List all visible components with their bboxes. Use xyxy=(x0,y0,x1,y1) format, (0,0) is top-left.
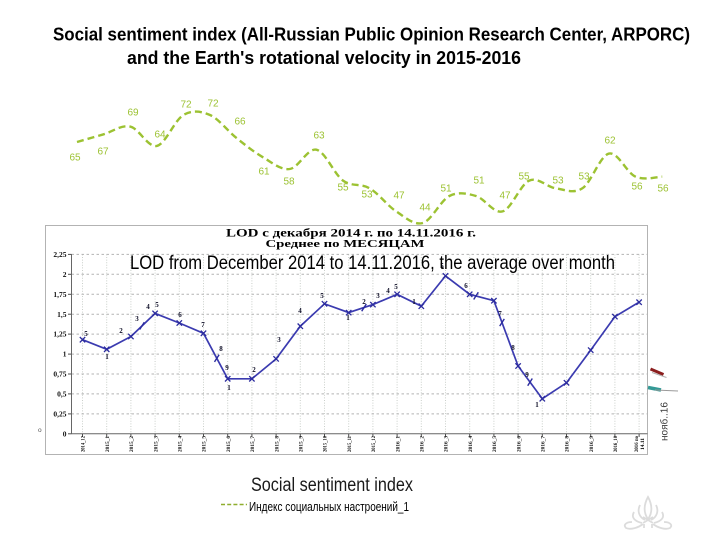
svg-text:51: 51 xyxy=(473,176,485,187)
svg-text:58: 58 xyxy=(283,177,295,188)
svg-text:2015_12: 2015_12 xyxy=(371,436,377,452)
svg-text:1,75: 1,75 xyxy=(53,290,66,299)
svg-text:2016_4: 2016_4 xyxy=(468,436,474,452)
svg-text:2015_2: 2015_2 xyxy=(129,436,135,452)
svg-text:53: 53 xyxy=(552,176,564,187)
svg-text:1,25: 1,25 xyxy=(53,330,66,339)
svg-text:2016_7: 2016_7 xyxy=(541,436,547,452)
svg-text:2015_4: 2015_4 xyxy=(178,436,184,452)
svg-text:0,25: 0,25 xyxy=(53,410,66,419)
svg-text:2016_5: 2016_5 xyxy=(492,436,498,452)
svg-text:8: 8 xyxy=(511,344,515,352)
svg-text:7: 7 xyxy=(201,321,205,329)
svg-text:2014_12: 2014_12 xyxy=(81,436,87,452)
svg-text:4: 4 xyxy=(146,303,150,311)
svg-text:2: 2 xyxy=(362,298,366,306)
svg-text:Social sentiment index: Social sentiment index xyxy=(251,475,413,496)
svg-text:72: 72 xyxy=(180,100,192,111)
svg-text:69: 69 xyxy=(127,108,139,119)
svg-text:3: 3 xyxy=(277,336,281,344)
svg-text:6: 6 xyxy=(464,282,468,290)
svg-text:9: 9 xyxy=(225,364,229,372)
svg-text:67: 67 xyxy=(97,147,109,158)
svg-text:53: 53 xyxy=(578,172,590,183)
svg-text:72: 72 xyxy=(207,99,219,110)
svg-text:1,5: 1,5 xyxy=(57,310,67,319)
svg-text:2015_3: 2015_3 xyxy=(153,436,159,452)
svg-text:1: 1 xyxy=(535,401,539,409)
svg-text:o: o xyxy=(38,427,42,434)
svg-text:5: 5 xyxy=(84,330,88,338)
svg-text:and the Earth's rotational vel: and the Earth's rotational velocity in 2… xyxy=(127,48,521,68)
svg-text:1: 1 xyxy=(63,350,67,359)
svg-text:5: 5 xyxy=(440,262,444,270)
svg-text:2016 по: 2016 по xyxy=(634,436,640,452)
svg-text:47: 47 xyxy=(393,191,405,202)
svg-text:66: 66 xyxy=(234,117,246,128)
svg-text:4: 4 xyxy=(386,287,390,295)
svg-text:4: 4 xyxy=(298,307,302,315)
svg-text:Среднее по МЕСЯЦАМ: Среднее по МЕСЯЦАМ xyxy=(266,238,426,250)
svg-text:2015_6: 2015_6 xyxy=(226,436,232,452)
svg-text:8: 8 xyxy=(219,345,223,353)
svg-text:2: 2 xyxy=(119,327,123,335)
svg-text:LOD from December 2014 to 14.1: LOD from December 2014 to 14.11.2016, th… xyxy=(130,253,615,274)
svg-text:3: 3 xyxy=(376,292,380,300)
svg-text:64: 64 xyxy=(154,130,166,141)
svg-text:2,25: 2,25 xyxy=(53,250,66,259)
svg-text:63: 63 xyxy=(313,131,325,142)
svg-text:2015_9: 2015_9 xyxy=(299,436,305,452)
svg-text:53: 53 xyxy=(361,190,373,201)
svg-text:9: 9 xyxy=(525,371,529,379)
svg-text:2015_1: 2015_1 xyxy=(105,436,111,452)
svg-text:2015_10: 2015_10 xyxy=(323,436,329,452)
svg-text:51: 51 xyxy=(440,184,452,195)
svg-text:1: 1 xyxy=(412,298,416,306)
svg-text:0: 0 xyxy=(63,429,67,438)
svg-text:61: 61 xyxy=(258,167,270,178)
svg-text:44: 44 xyxy=(419,203,431,214)
svg-text:2: 2 xyxy=(252,366,256,374)
svg-text:1: 1 xyxy=(227,384,231,392)
svg-text:LOD с декабря 2014 г. по 14.1: LOD с декабря 2014 г. по 14.11.2016 г. xyxy=(226,228,476,240)
svg-text:5: 5 xyxy=(320,292,324,300)
svg-text:2016_6: 2016_6 xyxy=(516,436,522,452)
svg-text:62: 62 xyxy=(604,136,616,147)
svg-text:Social sentiment index (All-Ru: Social sentiment index (All-Russian Publ… xyxy=(53,25,690,45)
svg-text:2015_11: 2015_11 xyxy=(347,436,353,452)
svg-text:2015_5: 2015_5 xyxy=(202,436,208,452)
svg-text:2015_8: 2015_8 xyxy=(274,436,280,452)
svg-text:0,5: 0,5 xyxy=(57,390,67,399)
svg-text:56: 56 xyxy=(631,182,643,193)
svg-text:3: 3 xyxy=(135,315,139,323)
svg-text:2: 2 xyxy=(63,270,67,279)
svg-text:2016_1: 2016_1 xyxy=(395,436,401,452)
svg-text:5: 5 xyxy=(394,283,398,291)
svg-text:0,75: 0,75 xyxy=(53,370,66,379)
svg-text:1: 1 xyxy=(346,314,350,322)
svg-text:2016_2: 2016_2 xyxy=(420,436,426,452)
svg-text:2016_3: 2016_3 xyxy=(444,436,450,452)
svg-text:14.11: 14.11 xyxy=(640,438,646,450)
svg-text:7: 7 xyxy=(498,310,502,318)
svg-text:1: 1 xyxy=(105,353,109,361)
svg-text:2016_10: 2016_10 xyxy=(613,436,619,452)
svg-text:65: 65 xyxy=(69,153,81,164)
svg-text:Индекс социальных настроений_1: Индекс социальных настроений_1 xyxy=(249,499,409,514)
svg-text:55: 55 xyxy=(518,172,530,183)
svg-text:нояб..16: нояб..16 xyxy=(659,402,671,441)
svg-text:55: 55 xyxy=(337,183,349,194)
svg-text:56: 56 xyxy=(657,184,669,195)
svg-text:2016_9: 2016_9 xyxy=(589,436,595,452)
svg-text:6: 6 xyxy=(178,311,182,319)
svg-text:2016_8: 2016_8 xyxy=(565,436,571,452)
svg-text:47: 47 xyxy=(499,191,511,202)
svg-text:5: 5 xyxy=(155,301,159,309)
svg-text:2015_7: 2015_7 xyxy=(250,436,256,452)
